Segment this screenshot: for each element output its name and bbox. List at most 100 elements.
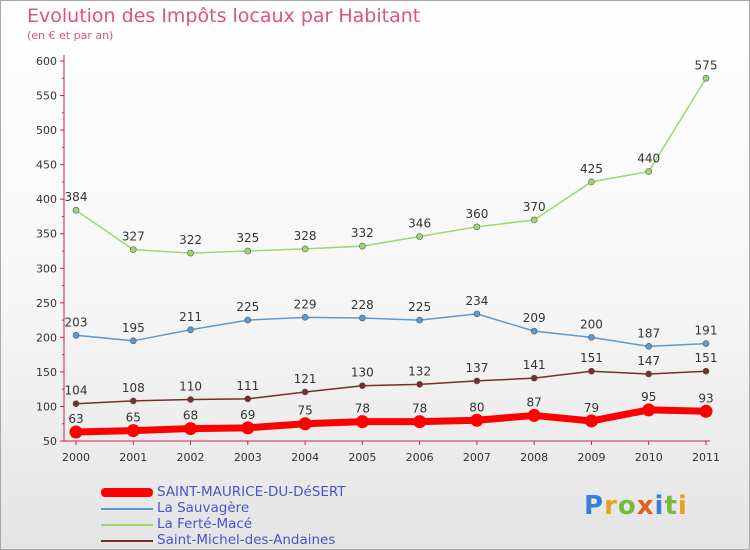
data-point-1 xyxy=(702,340,710,347)
y-tick-label: 100 xyxy=(36,400,57,413)
y-tick-label: 250 xyxy=(36,297,57,310)
data-label-1: 200 xyxy=(580,317,603,331)
y-tick-label: 150 xyxy=(36,366,57,379)
data-point-2 xyxy=(359,242,366,250)
data-label-2: 327 xyxy=(122,230,145,244)
data-label-3: 108 xyxy=(122,381,145,395)
x-tick-label: 2008 xyxy=(520,451,548,464)
data-point-0 xyxy=(298,417,312,431)
series-line-0 xyxy=(72,406,710,436)
data-label-0: 63 xyxy=(68,412,83,426)
series-line-1 xyxy=(75,313,707,348)
data-point-3 xyxy=(359,382,366,390)
data-label-2: 384 xyxy=(65,190,88,204)
data-point-1 xyxy=(416,316,423,324)
data-label-1: 229 xyxy=(294,297,317,311)
data-point-0 xyxy=(527,408,541,422)
data-label-0: 78 xyxy=(355,402,370,416)
data-point-2 xyxy=(645,168,653,175)
legend-swatch-la-sauvagere xyxy=(101,508,153,510)
data-point-1 xyxy=(359,314,366,322)
data-point-0 xyxy=(584,414,598,428)
data-point-0 xyxy=(470,413,484,427)
data-label-0: 95 xyxy=(641,390,656,404)
data-point-1 xyxy=(588,334,595,341)
data-label-3: 151 xyxy=(580,351,603,365)
legend-label-la-sauvagere: La Sauvagère xyxy=(157,500,250,516)
data-label-1: 211 xyxy=(179,310,202,324)
data-point-2 xyxy=(72,206,80,214)
data-label-1: 203 xyxy=(65,315,88,329)
data-label-1: 195 xyxy=(122,321,145,335)
x-tick-label: 2003 xyxy=(234,451,262,464)
x-tick-label: 2004 xyxy=(291,451,319,464)
data-point-3 xyxy=(588,367,595,375)
data-label-0: 65 xyxy=(126,411,141,425)
y-tick-label: 400 xyxy=(36,193,57,206)
data-point-3 xyxy=(72,400,80,407)
series-line-2 xyxy=(75,77,707,254)
data-point-1 xyxy=(244,316,252,324)
data-label-2: 360 xyxy=(465,207,488,221)
data-point-3 xyxy=(187,396,194,403)
data-point-2 xyxy=(187,249,194,257)
data-label-2: 346 xyxy=(408,216,431,230)
data-label-3: 111 xyxy=(236,379,259,393)
data-label-0: 75 xyxy=(297,404,312,418)
data-point-1 xyxy=(129,337,137,345)
y-tick-label: 600 xyxy=(36,55,57,68)
legend-label-saint-michel: Saint-Michel-des-Andaines xyxy=(157,532,336,548)
data-point-3 xyxy=(530,374,538,382)
data-point-1 xyxy=(187,326,194,334)
series-line-3 xyxy=(75,370,707,405)
x-tick-label: 2002 xyxy=(177,451,205,464)
data-label-3: 104 xyxy=(65,384,88,398)
data-point-1 xyxy=(72,331,80,339)
data-point-1 xyxy=(301,314,309,321)
x-tick-label: 2010 xyxy=(635,451,663,464)
y-tick-label: 50 xyxy=(43,435,57,448)
data-label-1: 228 xyxy=(351,298,374,312)
data-label-1: 191 xyxy=(695,324,718,338)
legend-label-saint-maurice: SAINT-MAURICE-DU-DéSERT xyxy=(157,484,346,500)
data-point-3 xyxy=(301,388,309,396)
data-label-3: 121 xyxy=(294,372,317,386)
data-label-0: 78 xyxy=(412,402,427,416)
data-label-1: 187 xyxy=(637,326,660,340)
x-tick-label: 2006 xyxy=(406,451,434,464)
x-tick-label: 2005 xyxy=(348,451,376,464)
x-tick-label: 2000 xyxy=(62,451,90,464)
data-point-2 xyxy=(473,223,481,231)
data-point-0 xyxy=(241,421,255,435)
data-point-3 xyxy=(473,377,481,385)
data-point-0 xyxy=(184,422,198,436)
data-point-3 xyxy=(645,370,653,378)
chart-title: Evolution des Impôts locaux par Habitant xyxy=(27,5,421,27)
data-point-0 xyxy=(699,404,713,418)
x-tick-label: 2007 xyxy=(463,451,491,464)
data-point-3 xyxy=(129,397,137,405)
data-label-2: 440 xyxy=(637,152,660,166)
x-tick-label: 2011 xyxy=(692,451,720,464)
data-point-1 xyxy=(645,343,653,350)
data-point-2 xyxy=(416,233,423,240)
data-label-0: 68 xyxy=(183,409,198,423)
data-point-2 xyxy=(588,178,595,186)
data-point-2 xyxy=(129,246,137,253)
proxiti-logo: Proxiti xyxy=(584,491,688,521)
data-point-3 xyxy=(244,395,252,403)
data-label-3: 110 xyxy=(179,380,202,394)
data-label-3: 141 xyxy=(523,358,546,372)
data-label-2: 575 xyxy=(695,58,718,72)
data-point-1 xyxy=(473,310,481,318)
data-label-3: 137 xyxy=(465,361,488,375)
data-point-2 xyxy=(301,245,309,253)
data-label-2: 325 xyxy=(236,231,259,245)
data-point-0 xyxy=(126,424,140,438)
y-tick-label: 350 xyxy=(36,228,57,241)
y-tick-label: 200 xyxy=(36,331,57,344)
legend-swatch-saint-michel xyxy=(101,540,153,542)
data-label-2: 370 xyxy=(523,200,546,214)
